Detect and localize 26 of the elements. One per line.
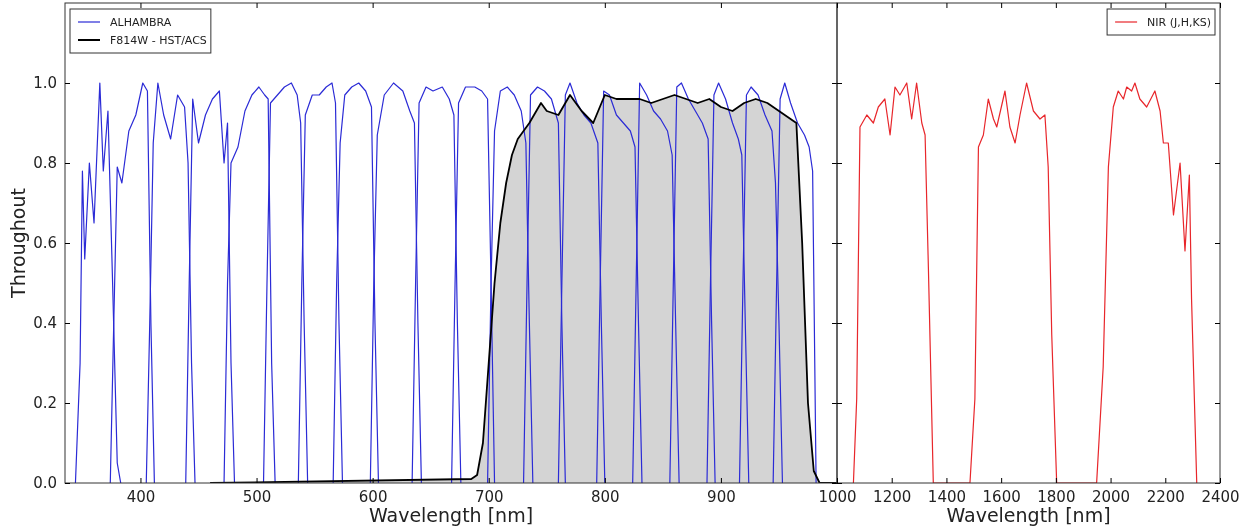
x-tick-label: 1200 [873, 487, 912, 506]
x-tick-label: 800 [591, 487, 620, 506]
x-tick-label: 900 [707, 487, 736, 506]
x-tick-label: 1600 [982, 487, 1021, 506]
y-tick-label: 0.8 [33, 154, 57, 173]
legend-label: ALHAMBRA [110, 16, 172, 29]
y-tick-label: 0.4 [33, 314, 57, 333]
x-tick-label: 1800 [1037, 487, 1076, 506]
x-axis-title: Wavelength [nm] [946, 504, 1111, 526]
x-tick-label: 2400 [1201, 487, 1240, 506]
x-tick-label: 700 [474, 487, 504, 506]
y-axis-title: Throughout [7, 188, 29, 299]
y-tick-label: 0.0 [33, 474, 57, 493]
x-tick-label: 600 [358, 487, 388, 506]
x-tick-label: 2000 [1091, 487, 1131, 506]
x-tick-label: 1400 [927, 487, 967, 506]
y-tick-label: 0.2 [33, 394, 57, 413]
x-tick-label: 500 [242, 487, 272, 506]
x-tick-label: 1000 [818, 487, 857, 506]
legend-label: F814W - HST/ACS [110, 34, 207, 47]
legend-label: NIR (J,H,KS) [1147, 16, 1211, 29]
x-axis-title: Wavelength [nm] [368, 504, 534, 526]
x-tick-label: 2200 [1146, 487, 1185, 506]
y-tick-label: 0.6 [33, 234, 57, 253]
y-tick-label: 1.0 [33, 74, 57, 93]
x-tick-label: 400 [126, 487, 156, 506]
